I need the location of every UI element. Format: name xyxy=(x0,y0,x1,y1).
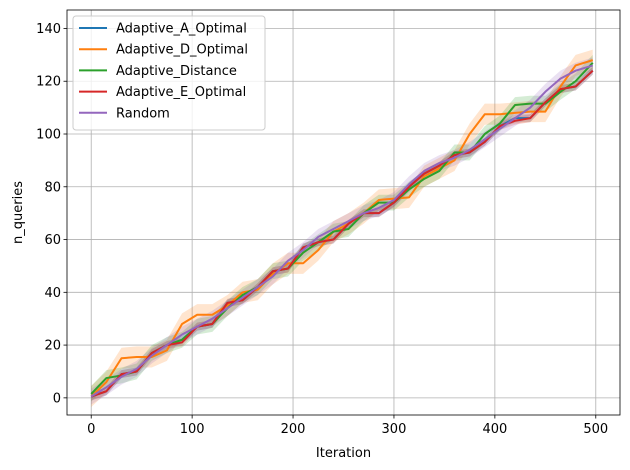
y-tick-label: 20 xyxy=(44,339,61,354)
x-tick-label: 500 xyxy=(583,422,608,437)
y-tick-label: 60 xyxy=(44,233,61,248)
y-tick-label: 80 xyxy=(44,180,61,195)
x-tick-label: 100 xyxy=(180,422,205,437)
plot-frame xyxy=(66,9,621,416)
y-tick-label: 40 xyxy=(44,286,61,301)
x-axis-label: Iteration xyxy=(316,446,371,461)
grid xyxy=(67,10,620,415)
series-line-random xyxy=(90,64,594,398)
y-tick-label: 140 xyxy=(36,22,61,37)
y-axis-label: n_queries xyxy=(11,181,26,244)
y-tick-label: 100 xyxy=(36,128,61,143)
x-tick-label: 300 xyxy=(382,422,407,437)
y-tick-label: 0 xyxy=(53,391,61,406)
y-tick-label: 120 xyxy=(36,75,61,90)
legend-label: Adaptive_E_Optimal xyxy=(116,85,246,100)
series-lines xyxy=(90,59,594,398)
legend-label: Adaptive_Distance xyxy=(116,64,237,79)
axis-ticks: 0 100 200 300 400 500 0 20 40 60 80 100 120 140 xyxy=(36,22,608,437)
legend-label: Random xyxy=(116,106,170,121)
x-tick-label: 400 xyxy=(482,422,507,437)
x-tick-label: 0 xyxy=(87,422,95,437)
legend: Adaptive_A_Optimal Adaptive_D_Optimal Adap… xyxy=(72,15,266,131)
x-tick-label: 200 xyxy=(281,422,306,437)
legend-label: Adaptive_D_Optimal xyxy=(116,43,248,58)
legend-label: Adaptive_A_Optimal xyxy=(116,22,247,37)
legend-box xyxy=(72,15,266,131)
